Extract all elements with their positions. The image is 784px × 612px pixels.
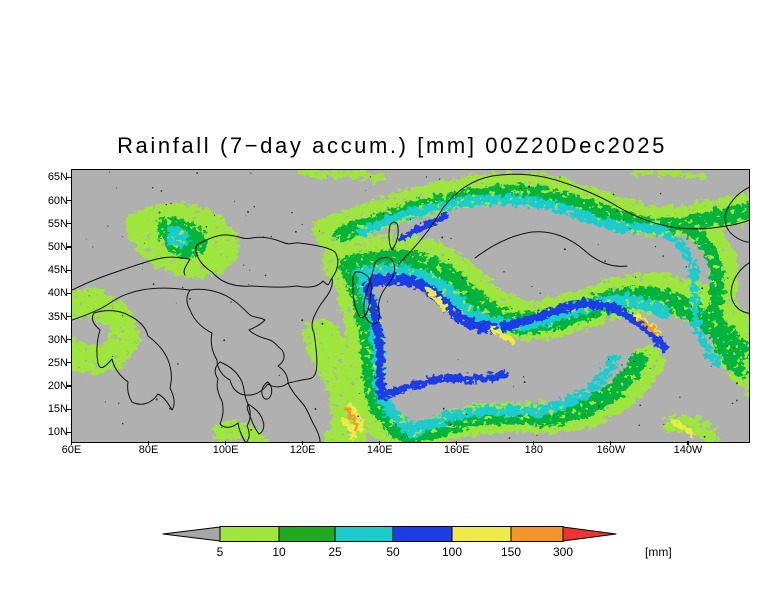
svg-text:100: 100 [442,545,462,559]
svg-text:25: 25 [328,545,342,559]
svg-text:50: 50 [386,545,400,559]
svg-text:5: 5 [217,545,224,559]
svg-text:300: 300 [553,545,573,559]
svg-text:[mm]: [mm] [645,545,672,559]
svg-text:10: 10 [272,545,286,559]
svg-text:150: 150 [501,545,521,559]
